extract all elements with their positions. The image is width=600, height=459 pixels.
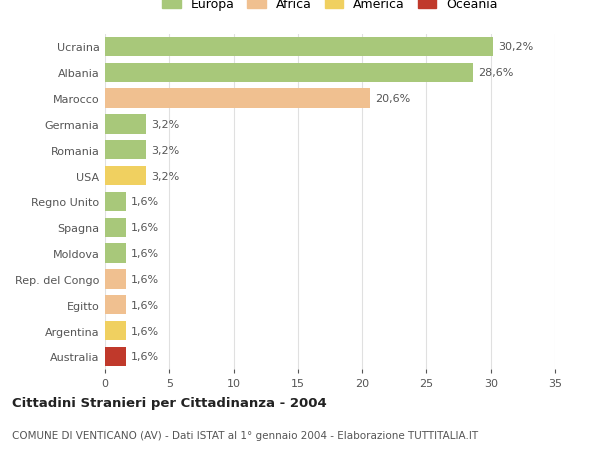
Text: 3,2%: 3,2% (151, 120, 179, 129)
Text: 1,6%: 1,6% (131, 248, 159, 258)
Bar (105, 347, 125, 366)
Text: COMUNE DI VENTICANO (AV) - Dati ISTAT al 1° gennaio 2004 - Elaborazione TUTTITAL: COMUNE DI VENTICANO (AV) - Dati ISTAT al… (12, 431, 478, 440)
Bar (105, 218, 125, 237)
Text: 28,6%: 28,6% (478, 68, 513, 78)
Bar (105, 296, 125, 315)
Bar (105, 115, 146, 134)
Legend: Europa, Africa, America, Oceania: Europa, Africa, America, Oceania (158, 0, 502, 15)
Text: 1,6%: 1,6% (131, 326, 159, 336)
Text: Cittadini Stranieri per Cittadinanza - 2004: Cittadini Stranieri per Cittadinanza - 2… (12, 396, 327, 409)
Bar (105, 192, 125, 212)
Text: 1,6%: 1,6% (131, 300, 159, 310)
Text: 3,2%: 3,2% (151, 146, 179, 156)
Bar (105, 38, 493, 57)
Bar (105, 167, 146, 186)
Text: 1,6%: 1,6% (131, 274, 159, 284)
Text: 3,2%: 3,2% (151, 171, 179, 181)
Text: 1,6%: 1,6% (131, 223, 159, 233)
Bar (105, 269, 125, 289)
Text: 20,6%: 20,6% (375, 94, 410, 104)
Text: 1,6%: 1,6% (131, 197, 159, 207)
Text: 30,2%: 30,2% (499, 42, 533, 52)
Bar (105, 141, 146, 160)
Bar (105, 244, 125, 263)
Text: 1,6%: 1,6% (131, 352, 159, 362)
Bar (105, 63, 473, 83)
Bar (105, 89, 370, 108)
Bar (105, 321, 125, 341)
